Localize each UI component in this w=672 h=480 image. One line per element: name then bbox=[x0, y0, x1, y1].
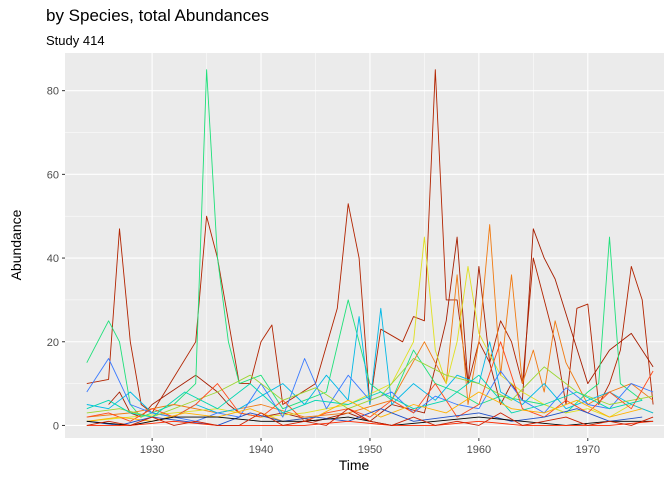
series-line-11 bbox=[86, 391, 643, 422]
x-tick-label: 1940 bbox=[249, 444, 273, 456]
y-tick-label: 0 bbox=[53, 420, 59, 432]
chart-subtitle: Study 414 bbox=[46, 33, 105, 48]
series-line-15 bbox=[86, 408, 654, 426]
y-tick-label: 20 bbox=[47, 337, 59, 349]
x-tick-label: 1930 bbox=[140, 444, 164, 456]
series-line-9 bbox=[86, 341, 654, 422]
chart-title: by Species, total Abundances bbox=[46, 6, 270, 25]
plot-panel bbox=[65, 53, 664, 438]
y-axis-ticks: 0 20 40 60 80 bbox=[47, 86, 65, 432]
major-gridlines bbox=[65, 53, 664, 438]
y-tick-label: 80 bbox=[47, 86, 59, 98]
y-axis-title: Abundance bbox=[8, 209, 24, 280]
series-line-2 bbox=[108, 228, 654, 422]
x-tick-label: 1970 bbox=[576, 444, 600, 456]
series-line-1 bbox=[86, 69, 654, 414]
series-layer bbox=[86, 69, 654, 426]
x-tick-label: 1950 bbox=[358, 444, 382, 456]
x-axis-title: Time bbox=[339, 457, 370, 473]
y-tick-label: 60 bbox=[47, 169, 59, 181]
series-line-4 bbox=[86, 224, 654, 418]
x-tick-label: 1960 bbox=[467, 444, 491, 456]
series-line-8 bbox=[86, 358, 654, 418]
y-tick-label: 40 bbox=[47, 253, 59, 265]
series-line-12 bbox=[86, 408, 643, 426]
x-axis-ticks: 1930 1940 1950 1960 1970 bbox=[140, 438, 600, 456]
minor-gridlines bbox=[65, 53, 664, 438]
series-line-14 bbox=[86, 420, 654, 426]
